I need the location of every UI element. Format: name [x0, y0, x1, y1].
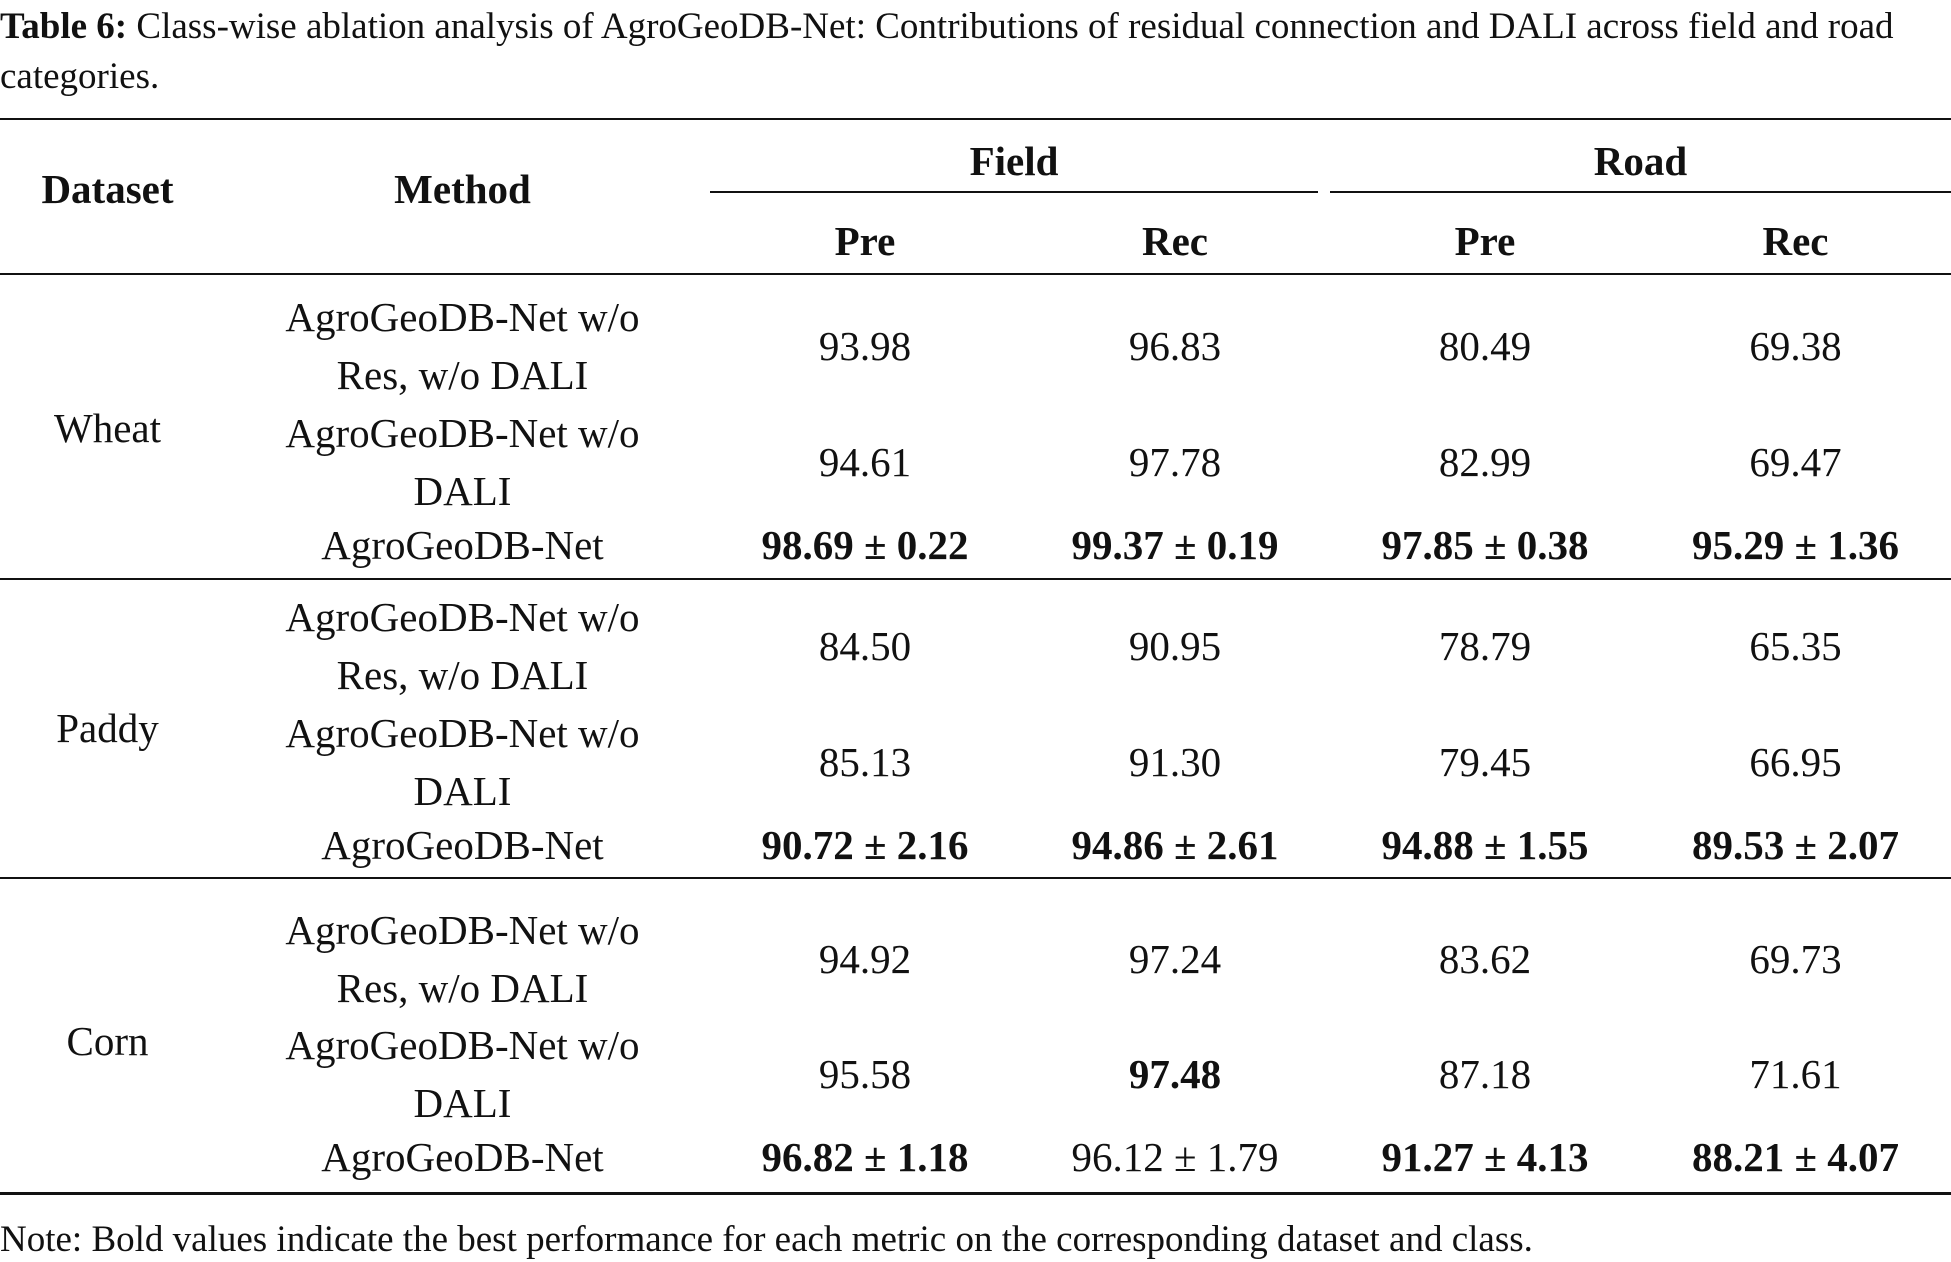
metric-value: 65.35 [1749, 623, 1842, 669]
table-caption: Table 6: Class-wise ablation analysis of… [0, 2, 1951, 102]
metric-value: 69.73 [1749, 936, 1842, 982]
method-name: AgroGeoDB-Net [215, 1128, 710, 1186]
metric-value: 94.88 ± 1.55 [1381, 822, 1589, 868]
metric-value: 94.61 [818, 439, 912, 485]
bottom-rule [0, 1192, 1951, 1195]
method-name-line: Res, w/o DALI [336, 352, 589, 398]
metric-value: 97.85 ± 0.38 [1381, 522, 1589, 568]
header-method: Method [394, 166, 531, 212]
dataset-label: Paddy [56, 704, 159, 751]
field-group-rule [710, 191, 1318, 193]
method-name: AgroGeoDB-Net w/o Res, w/o DALI [215, 290, 710, 402]
metric-value: 97.78 [1128, 439, 1222, 485]
metric-value: 91.30 [1128, 739, 1222, 785]
metric-value: 97.24 [1128, 936, 1222, 982]
metric-value: 71.61 [1749, 1051, 1842, 1097]
metric-value: 82.99 [1438, 439, 1532, 485]
method-name: AgroGeoDB-Net w/o DALI [215, 706, 710, 818]
method-name-line: Res, w/o DALI [336, 652, 589, 698]
method-name-line: DALI [413, 768, 512, 814]
table-note: Note: Bold values indicate the best perf… [0, 1219, 1533, 1260]
metric-value: 83.62 [1438, 936, 1532, 982]
header-road-rec: Rec [1762, 218, 1829, 264]
road-group-rule [1330, 191, 1951, 193]
method-name-line: Res, w/o DALI [336, 965, 589, 1011]
header-field-rec: Rec [1141, 218, 1208, 264]
metric-value: 96.12 ± 1.79 [1071, 1134, 1279, 1180]
metric-value: 89.53 ± 2.07 [1691, 822, 1899, 868]
method-name-line: AgroGeoDB-Net w/o [285, 1022, 640, 1068]
metric-value: 98.69 ± 0.22 [761, 522, 969, 568]
dataset-label: Corn [66, 1018, 149, 1064]
method-name-line: AgroGeoDB-Net w/o [285, 294, 640, 340]
method-name-line: AgroGeoDB-Net [321, 1134, 604, 1180]
dataset-label: Wheat [54, 404, 161, 451]
metric-value: 95.58 [818, 1051, 912, 1097]
method-name: AgroGeoDB-Net w/o DALI [215, 406, 710, 518]
metric-value: 69.38 [1749, 323, 1842, 369]
header-field-pre: Pre [834, 218, 896, 264]
metric-value: 78.79 [1438, 623, 1532, 669]
metric-value: 88.21 ± 4.07 [1691, 1134, 1899, 1180]
method-name-line: AgroGeoDB-Net [321, 822, 604, 868]
header-dataset: Dataset [41, 166, 174, 212]
metric-value: 96.82 ± 1.18 [761, 1134, 969, 1180]
header-rule [0, 273, 1951, 275]
group-separator-rule [0, 877, 1951, 879]
metric-value: 84.50 [818, 623, 912, 669]
caption-label: Table 6: [0, 6, 128, 47]
metric-value: 93.98 [818, 323, 912, 369]
metric-value: 97.48 [1128, 1051, 1222, 1097]
method-name-line: AgroGeoDB-Net w/o [285, 710, 640, 756]
group-separator-rule [0, 578, 1951, 580]
top-rule [0, 118, 1951, 120]
method-name: AgroGeoDB-Net w/o Res, w/o DALI [215, 590, 710, 702]
method-name: AgroGeoDB-Net [215, 516, 710, 574]
header-field: Field [969, 138, 1059, 184]
method-name-line: AgroGeoDB-Net w/o [285, 594, 640, 640]
metric-value: 94.86 ± 2.61 [1071, 822, 1279, 868]
header-road-pre: Pre [1454, 218, 1516, 264]
header-road: Road [1593, 138, 1688, 184]
metric-value: 91.27 ± 4.13 [1381, 1134, 1589, 1180]
caption-text: Class-wise ablation analysis of AgroGeoD… [0, 6, 1894, 97]
metric-value: 87.18 [1438, 1051, 1532, 1097]
method-name-line: DALI [413, 468, 512, 514]
method-name-line: AgroGeoDB-Net [321, 522, 604, 568]
metric-value: 69.47 [1749, 439, 1842, 485]
method-name-line: AgroGeoDB-Net w/o [285, 907, 640, 953]
metric-value: 85.13 [818, 739, 912, 785]
method-name: AgroGeoDB-Net [215, 816, 710, 874]
metric-value: 66.95 [1749, 739, 1842, 785]
metric-value: 94.92 [818, 936, 912, 982]
method-name-line: DALI [413, 1080, 512, 1126]
metric-value: 95.29 ± 1.36 [1691, 522, 1899, 568]
metric-value: 79.45 [1438, 739, 1532, 785]
method-name: AgroGeoDB-Net w/o DALI [215, 1018, 710, 1130]
metric-value: 90.95 [1128, 623, 1222, 669]
metric-value: 96.83 [1128, 323, 1222, 369]
method-name-line: AgroGeoDB-Net w/o [285, 410, 640, 456]
metric-value: 99.37 ± 0.19 [1071, 522, 1279, 568]
metric-value: 80.49 [1438, 323, 1532, 369]
metric-value: 90.72 ± 2.16 [761, 822, 969, 868]
method-name: AgroGeoDB-Net w/o Res, w/o DALI [215, 903, 710, 1015]
